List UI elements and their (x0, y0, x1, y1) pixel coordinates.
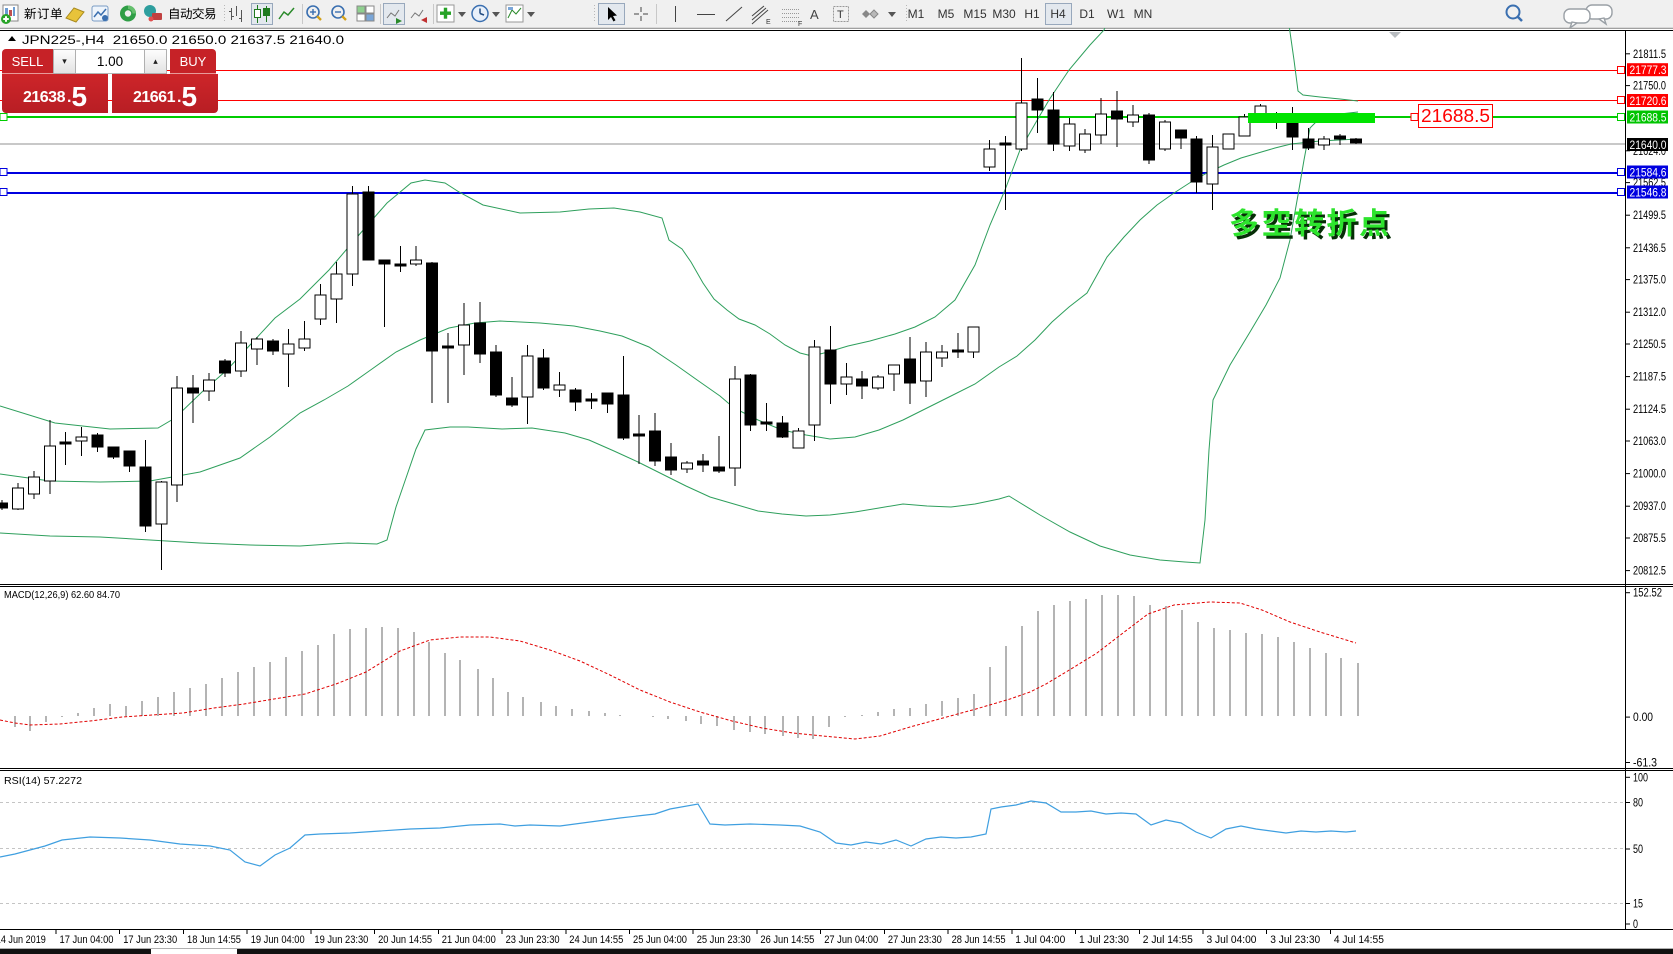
svg-text:20875.5: 20875.5 (1633, 533, 1666, 545)
svg-text:A: A (810, 7, 819, 22)
svg-text:21777.3: 21777.3 (1630, 65, 1667, 77)
svg-text:H4: H4 (1050, 7, 1066, 21)
svg-text:23 Jun 23:30: 23 Jun 23:30 (506, 934, 560, 946)
svg-text:25 Jun 23:30: 25 Jun 23:30 (697, 934, 751, 946)
svg-text:0.00: 0.00 (1633, 712, 1653, 724)
svg-text:21811.5: 21811.5 (1633, 49, 1666, 61)
svg-text:M1: M1 (908, 7, 925, 21)
svg-text:M5: M5 (938, 7, 955, 21)
svg-text:50: 50 (1633, 844, 1643, 856)
svg-text:JPN225-,H4 21650.0 21650.0 21: JPN225-,H4 21650.0 21650.0 21637.5 21640… (22, 33, 344, 47)
svg-text:W1: W1 (1107, 7, 1125, 21)
svg-text:21375.0: 21375.0 (1633, 275, 1666, 287)
svg-text:21063.0: 21063.0 (1633, 436, 1666, 448)
svg-text:M30: M30 (992, 7, 1016, 21)
svg-text:20 Jun 14:55: 20 Jun 14:55 (378, 934, 432, 946)
svg-text:15: 15 (1633, 899, 1643, 911)
svg-text:17 Jun 23:30: 17 Jun 23:30 (123, 934, 177, 946)
svg-text:21250.5: 21250.5 (1633, 339, 1666, 351)
svg-text:21688.5: 21688.5 (1421, 106, 1490, 126)
svg-text:1 Jul 23:30: 1 Jul 23:30 (1079, 934, 1129, 946)
svg-text:0: 0 (1633, 919, 1638, 931)
svg-text:2 Jul 14:55: 2 Jul 14:55 (1143, 934, 1193, 946)
svg-text:20812.5: 20812.5 (1633, 566, 1666, 578)
svg-text:25 Jun 04:00: 25 Jun 04:00 (633, 934, 687, 946)
svg-text:RSI(14) 57.2272: RSI(14) 57.2272 (4, 776, 82, 787)
svg-text:21000.0: 21000.0 (1633, 469, 1666, 481)
svg-text:100: 100 (1633, 772, 1648, 784)
svg-text:27 Jun 04:00: 27 Jun 04:00 (824, 934, 878, 946)
svg-text:20937.0: 20937.0 (1633, 501, 1666, 513)
svg-text:T: T (837, 9, 844, 21)
svg-text:1 Jul 04:00: 1 Jul 04:00 (1015, 934, 1065, 946)
svg-text:21 Jun 04:00: 21 Jun 04:00 (442, 934, 496, 946)
svg-text:H1: H1 (1024, 7, 1040, 21)
svg-text:21688.5: 21688.5 (1630, 113, 1667, 125)
svg-text:80: 80 (1633, 798, 1643, 810)
svg-text:21584.6: 21584.6 (1630, 168, 1667, 180)
svg-text:MN: MN (1134, 7, 1153, 21)
svg-text:21750.0: 21750.0 (1633, 81, 1666, 93)
svg-text:MACD(12,26,9) 62.60 84.70: MACD(12,26,9) 62.60 84.70 (4, 590, 120, 601)
svg-text:26 Jun 14:55: 26 Jun 14:55 (760, 934, 814, 946)
svg-text:21499.5: 21499.5 (1633, 210, 1666, 222)
svg-text:21436.5: 21436.5 (1633, 243, 1666, 255)
svg-text:M15: M15 (963, 7, 987, 21)
svg-text:21720.6: 21720.6 (1630, 96, 1667, 108)
svg-text:21546.8: 21546.8 (1630, 188, 1667, 200)
svg-text:28 Jun 14:55: 28 Jun 14:55 (952, 934, 1006, 946)
svg-text:21640.0: 21640.0 (1630, 140, 1667, 152)
svg-text:D1: D1 (1079, 7, 1095, 21)
svg-text:24 Jun 14:55: 24 Jun 14:55 (569, 934, 623, 946)
svg-text:19 Jun 23:30: 19 Jun 23:30 (314, 934, 368, 946)
svg-text:3 Jul 23:30: 3 Jul 23:30 (1270, 934, 1320, 946)
svg-text:-61.3: -61.3 (1633, 758, 1657, 770)
svg-text:17 Jun 04:00: 17 Jun 04:00 (60, 934, 114, 946)
svg-text:F: F (798, 21, 802, 28)
svg-text:18 Jun 14:55: 18 Jun 14:55 (187, 934, 241, 946)
svg-text:19 Jun 04:00: 19 Jun 04:00 (251, 934, 305, 946)
svg-text:21124.5: 21124.5 (1633, 404, 1666, 416)
svg-text:21312.0: 21312.0 (1633, 307, 1666, 319)
svg-text:14 Jun 2019: 14 Jun 2019 (0, 934, 46, 946)
svg-text:E: E (766, 19, 771, 26)
svg-text:3 Jul 04:00: 3 Jul 04:00 (1207, 934, 1257, 946)
svg-text:152.52: 152.52 (1633, 588, 1662, 600)
svg-text:4 Jul 14:55: 4 Jul 14:55 (1334, 934, 1384, 946)
svg-text:27 Jun 23:30: 27 Jun 23:30 (888, 934, 942, 946)
svg-text:21187.5: 21187.5 (1633, 372, 1666, 384)
